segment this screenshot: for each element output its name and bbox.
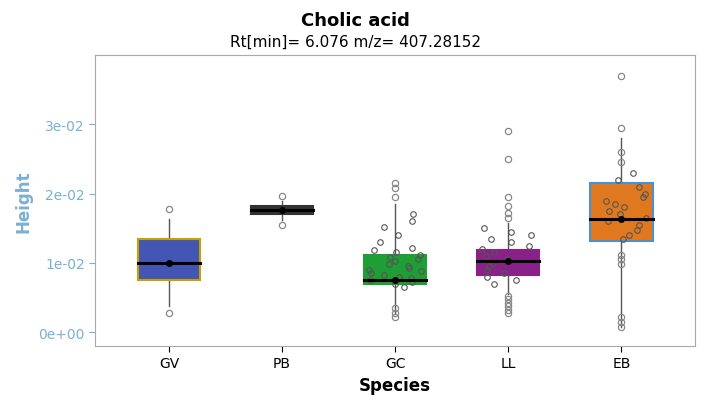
Text: Cholic acid: Cholic acid [300,12,410,30]
Bar [590,184,652,241]
X-axis label: Species: Species [359,376,431,394]
Bar [364,255,426,284]
Y-axis label: Height: Height [15,170,33,232]
Text: Rt[min]= 6.076 m/z= 407.28152: Rt[min]= 6.076 m/z= 407.28152 [229,35,481,50]
Bar [477,251,540,276]
Bar [138,239,200,281]
Bar [251,207,313,215]
